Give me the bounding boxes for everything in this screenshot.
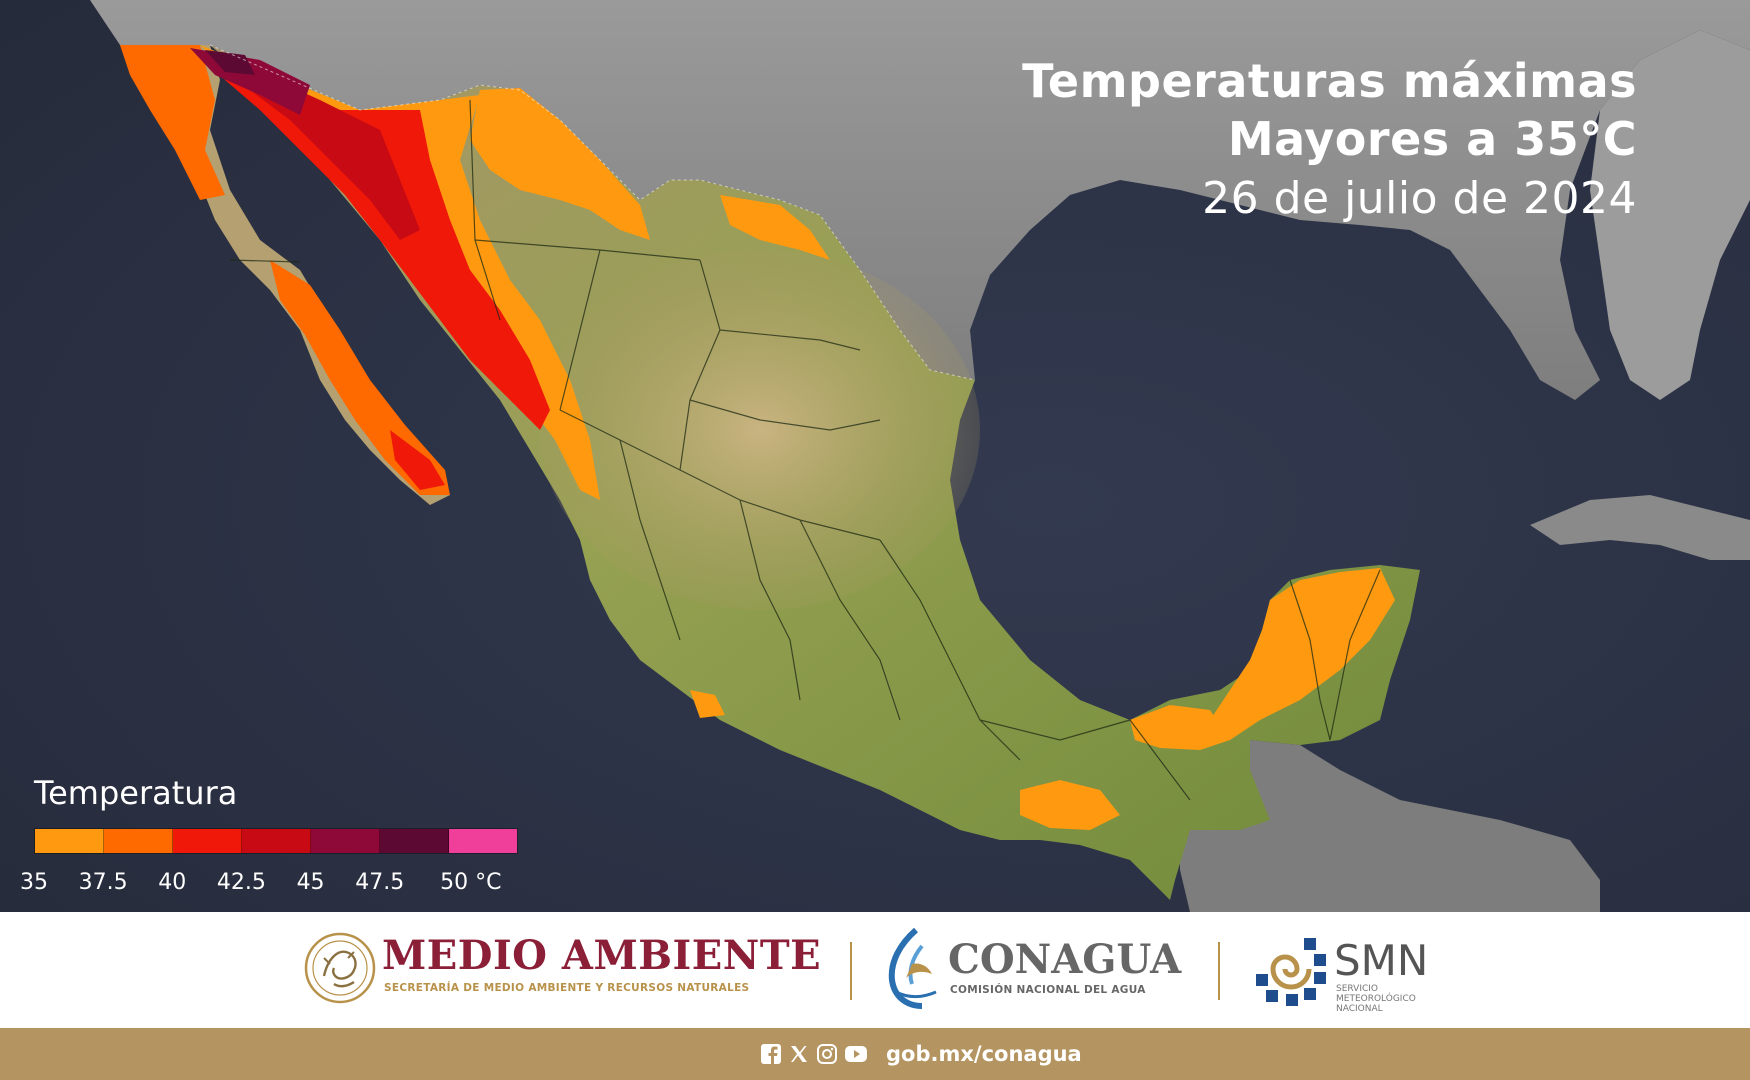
cuba xyxy=(1530,495,1750,560)
legend-ticks: 35 37.5 40 42.5 45 47.5 50 °C xyxy=(18,870,538,900)
heat-zone-yucatan xyxy=(1210,568,1395,740)
logo-divider-1 xyxy=(850,942,852,1000)
legend-title: Temperatura xyxy=(34,774,238,812)
title-block: Temperaturas máximas Mayores a 35°C 26 d… xyxy=(1022,52,1637,230)
title-heading: Temperaturas máximas xyxy=(1022,54,1637,108)
legend-swatch-3 xyxy=(242,829,311,853)
smn-subtitle: Servicio Meteorológico Nacional xyxy=(1336,984,1416,1014)
temperature-map: Temperaturas máximas Mayores a 35°C 26 d… xyxy=(0,0,1750,912)
heat-zone-baja-north xyxy=(120,45,225,200)
logo-conagua[interactable]: CONAGUA COMISIÓN NACIONAL DEL AGUA xyxy=(878,912,1198,1028)
legend-color-bar xyxy=(34,828,518,854)
heat-zone-baja-red xyxy=(390,430,445,490)
heat-zone-coahuila-north xyxy=(720,195,830,260)
logo-smn[interactable]: SMN Servicio Meteorológico Nacional xyxy=(1250,912,1470,1028)
legend-tick-label: 42.5 xyxy=(216,870,266,895)
map-background xyxy=(0,0,1750,912)
temperature-legend: Temperatura 35 37.5 40 42.5 45 47.5 50 °C xyxy=(18,770,538,900)
legend-swatch-4 xyxy=(311,829,380,853)
smn-name: SMN xyxy=(1334,936,1429,985)
footer-url-link[interactable]: gob.mx/conagua xyxy=(886,1042,1082,1066)
logo-divider-2 xyxy=(1218,942,1220,1000)
heat-zone-sonora-dark xyxy=(205,50,255,75)
conagua-subtitle: COMISIÓN NACIONAL DEL AGUA xyxy=(950,984,1146,996)
legend-tick-label: 45 xyxy=(296,870,325,895)
heat-zone-chihuahua-north xyxy=(470,88,650,240)
logo-medio-ambiente[interactable]: MEDIO AMBIENTE SECRETARÍA DE MEDIO AMBIE… xyxy=(300,912,840,1028)
x-icon[interactable] xyxy=(788,1043,810,1065)
florida xyxy=(1590,30,1750,400)
heat-zone-oaxaca-coast xyxy=(1020,780,1120,830)
logo-band: MEDIO AMBIENTE SECRETARÍA DE MEDIO AMBIE… xyxy=(0,912,1750,1028)
youtube-icon[interactable] xyxy=(844,1043,868,1065)
legend-tick-label: 47.5 xyxy=(355,870,405,895)
instagram-icon[interactable] xyxy=(816,1043,838,1065)
legend-tick-label: 50 °C xyxy=(440,870,502,895)
heat-zone-tabasco xyxy=(1130,705,1230,750)
usa-landmass xyxy=(90,0,1750,400)
legend-swatch-5 xyxy=(380,829,449,853)
legend-tick-label: 35 xyxy=(20,870,48,895)
legend-tick-label: 37.5 xyxy=(78,870,128,895)
legend-swatch-2 xyxy=(173,829,242,853)
heat-zone-guerrero-coast xyxy=(690,690,725,718)
conagua-name: CONAGUA xyxy=(948,936,1182,983)
central-america xyxy=(1180,740,1600,912)
legend-swatch-0 xyxy=(35,829,104,853)
conagua-water-icon xyxy=(888,927,937,1009)
legend-swatch-1 xyxy=(104,829,173,853)
footer-bar: gob.mx/conagua xyxy=(0,1028,1750,1080)
title-date: 26 de julio de 2024 xyxy=(1202,173,1637,224)
heat-zone-sonora-crimson xyxy=(220,55,420,240)
heat-zone-sonora-red xyxy=(210,50,550,430)
title-subheading: Mayores a 35°C xyxy=(1227,112,1637,166)
central-plateau xyxy=(540,250,980,610)
medio-ambiente-subtitle: SECRETARÍA DE MEDIO AMBIENTE Y RECURSOS … xyxy=(384,982,750,994)
border-mx-us xyxy=(209,44,976,381)
mexico-eagle-seal-icon xyxy=(304,932,376,1004)
legend-tick-label: 40 xyxy=(158,870,187,895)
footer-links: gob.mx/conagua xyxy=(760,1028,1082,1080)
legend-swatch-6 xyxy=(449,829,517,853)
medio-ambiente-name: MEDIO AMBIENTE xyxy=(382,932,822,979)
heat-zone-baja-south xyxy=(270,260,450,495)
facebook-icon[interactable] xyxy=(760,1043,782,1065)
smn-swirl-icon xyxy=(1256,938,1326,1006)
state-borders xyxy=(229,99,1381,801)
